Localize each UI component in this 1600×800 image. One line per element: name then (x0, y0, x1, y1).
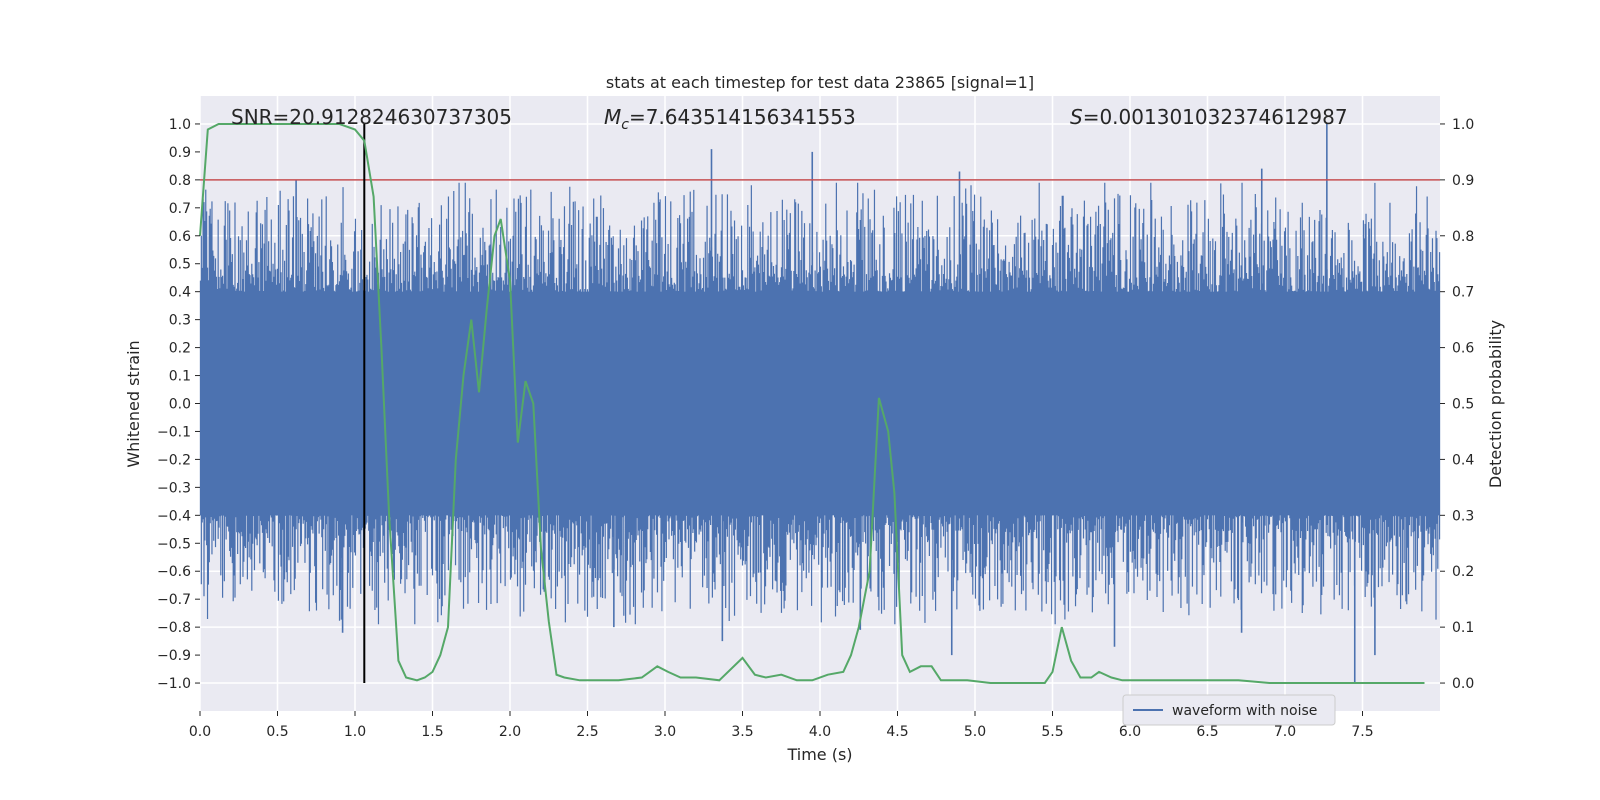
y2-tick-label: 0.4 (1452, 452, 1474, 468)
s-annotation: S=0.001301032374612987 (1070, 105, 1348, 129)
legend: waveform with noise (1122, 694, 1336, 726)
waveform-series (199, 123, 1441, 684)
x-tick-label: 3.5 (731, 724, 753, 740)
y-tick-label: 0.9 (169, 145, 191, 161)
x-tick-label: 1.5 (421, 724, 443, 740)
probability-series (199, 123, 1425, 684)
y-tick-label: −1.0 (157, 676, 191, 692)
y-tick-label: −0.6 (157, 564, 191, 580)
probability-line (199, 123, 1425, 684)
y-axis-label: Whitened strain (124, 340, 143, 467)
y-tick-label: −0.2 (157, 452, 191, 468)
y-tick-label: 0.0 (169, 397, 191, 413)
chirp-mass-symbol: M (604, 105, 621, 129)
y-tick-label: 0.4 (169, 285, 191, 301)
y2-tick-label: 0.2 (1452, 564, 1474, 580)
x-tick-label: 2.0 (499, 724, 521, 740)
chirp-mass-value: =7.643514156341553 (629, 105, 856, 129)
y-tick-label: 0.6 (169, 229, 191, 245)
y-tick-label: 1.0 (169, 117, 191, 133)
y2-tick-label: 0.9 (1452, 173, 1474, 189)
x-tick-label: 6.0 (1119, 724, 1141, 740)
y-tick-label: 0.1 (169, 369, 191, 385)
x-axis-label: Time (s) (786, 745, 852, 764)
chirp-mass-subscript: c (621, 117, 629, 133)
right-y-axis-ticks: 1.0 0.9 0.8 0.7 0.6 0.5 0.4 0.3 0.2 0.1 0.0 (1440, 117, 1474, 692)
x-tick-label: 0.5 (266, 724, 288, 740)
x-tick-label: 4.0 (809, 724, 831, 740)
s-value: =0.001301032374612987 (1083, 105, 1348, 129)
y-tick-label: 0.3 (169, 313, 191, 329)
y-tick-label: 0.5 (169, 257, 191, 273)
y2-tick-label: 0.5 (1452, 397, 1474, 413)
y2-tick-label: 0.1 (1452, 620, 1474, 636)
chirp-mass-annotation: Mc=7.643514156341553 (604, 105, 856, 133)
x-tick-label: 1.0 (344, 724, 366, 740)
y-tick-label: −0.1 (157, 424, 191, 440)
x-tick-label: 4.5 (886, 724, 908, 740)
y-tick-label: −0.8 (157, 620, 191, 636)
y2-tick-label: 0.0 (1452, 676, 1474, 692)
x-tick-label: 0.0 (189, 724, 211, 740)
y-tick-label: −0.5 (157, 536, 191, 552)
y-tick-label: −0.4 (157, 508, 191, 524)
y2-tick-label: 0.7 (1452, 285, 1474, 301)
waveform-upper-noise (199, 182, 1441, 404)
y2-tick-label: 0.8 (1452, 229, 1474, 245)
left-y-axis-ticks: 1.0 0.9 0.8 0.7 0.6 0.5 0.4 0.3 0.2 0.1 0.0 −0.1 −0.… (157, 117, 200, 692)
y-tick-label: 0.8 (169, 173, 191, 189)
y-tick-label: −0.3 (157, 480, 191, 496)
x-tick-label: 7.0 (1274, 724, 1296, 740)
legend-box (1122, 694, 1336, 726)
x-tick-label: 5.5 (1041, 724, 1063, 740)
y2-tick-label: 1.0 (1452, 117, 1474, 133)
y-tick-label: −0.7 (157, 592, 191, 608)
x-tick-label: 7.5 (1351, 724, 1373, 740)
y-tick-label: 0.7 (169, 201, 191, 217)
s-symbol: S (1070, 105, 1083, 129)
x-tick-label: 5.0 (964, 724, 986, 740)
y2-axis-label: Detection probability (1486, 320, 1505, 488)
y2-tick-label: 0.3 (1452, 508, 1474, 524)
legend-label: waveform with noise (1172, 703, 1317, 719)
y-tick-label: −0.9 (157, 648, 191, 664)
snr-annotation: SNR=20.912824630737305 (231, 105, 512, 129)
x-tick-label: 6.5 (1196, 724, 1218, 740)
y2-tick-label: 0.6 (1452, 341, 1474, 357)
chart-title: stats at each timestep for test data 238… (606, 73, 1034, 92)
x-tick-label: 2.5 (576, 724, 598, 740)
x-tick-label: 3.0 (654, 724, 676, 740)
y-tick-label: 0.2 (169, 341, 191, 357)
